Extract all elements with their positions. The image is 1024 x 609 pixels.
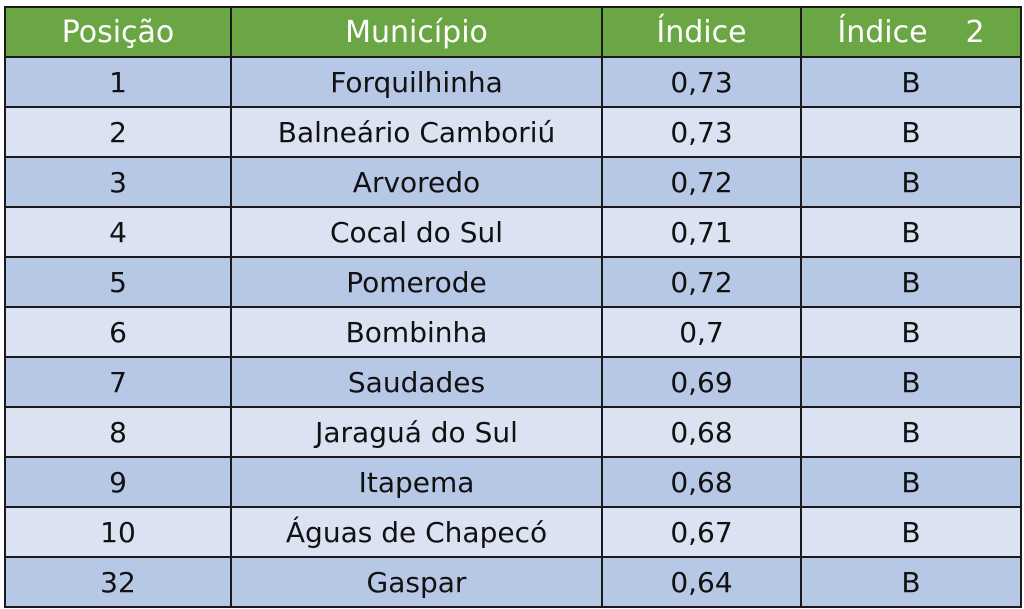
cell-posicao: 10: [4, 506, 232, 558]
header-indice-2-number: 2: [965, 14, 985, 50]
cell-indice: 0,7: [601, 306, 802, 358]
cell-indice: 0,71: [601, 206, 802, 258]
cell-municipio: Jaraguá do Sul: [230, 406, 603, 458]
header-indice-2: Índice 2: [800, 6, 1022, 58]
cell-indice-2: B: [800, 506, 1022, 558]
cell-indice-2: B: [800, 106, 1022, 158]
cell-posicao: 8: [4, 406, 232, 458]
table-row: 4 Cocal do Sul 0,71 B: [4, 206, 1022, 258]
cell-indice-2: B: [800, 256, 1022, 308]
cell-indice: 0,64: [601, 556, 802, 608]
cell-indice: 0,72: [601, 156, 802, 208]
cell-indice-2: B: [800, 556, 1022, 608]
cell-municipio: Águas de Chapecó: [230, 506, 603, 558]
table-row: 3 Arvoredo 0,72 B: [4, 156, 1022, 208]
ranking-table: Posição Município Índice Índice 2 1 Forqui…: [4, 6, 1022, 608]
table-body: 1 Forquilhinha 0,73 B 2 Balneário Camboriú 0,7…: [4, 56, 1022, 608]
cell-municipio: Itapema: [230, 456, 603, 508]
header-indice-2-label: Índice 2: [803, 14, 1019, 50]
header-municipio: Município: [230, 6, 603, 58]
cell-indice: 0,68: [601, 406, 802, 458]
cell-posicao: 32: [4, 556, 232, 608]
table-row: 32 Gaspar 0,64 B: [4, 556, 1022, 608]
cell-posicao: 3: [4, 156, 232, 208]
table-row: 2 Balneário Camboriú 0,73 B: [4, 106, 1022, 158]
table-row: 10 Águas de Chapecó 0,67 B: [4, 506, 1022, 558]
cell-municipio: Arvoredo: [230, 156, 603, 208]
cell-indice-2: B: [800, 456, 1022, 508]
cell-posicao: 1: [4, 56, 232, 108]
cell-posicao: 2: [4, 106, 232, 158]
table-row: 9 Itapema 0,68 B: [4, 456, 1022, 508]
cell-municipio: Cocal do Sul: [230, 206, 603, 258]
cell-posicao: 5: [4, 256, 232, 308]
table-row: 6 Bombinha 0,7 B: [4, 306, 1022, 358]
cell-indice-2: B: [800, 406, 1022, 458]
cell-posicao: 9: [4, 456, 232, 508]
cell-posicao: 7: [4, 356, 232, 408]
header-posicao: Posição: [4, 6, 232, 58]
table-row: 7 Saudades 0,69 B: [4, 356, 1022, 408]
cell-indice: 0,69: [601, 356, 802, 408]
cell-municipio: Forquilhinha: [230, 56, 603, 108]
cell-indice: 0,68: [601, 456, 802, 508]
cell-indice: 0,67: [601, 506, 802, 558]
cell-municipio: Bombinha: [230, 306, 603, 358]
cell-indice-2: B: [800, 206, 1022, 258]
header-row: Posição Município Índice Índice 2: [4, 6, 1022, 58]
cell-municipio: Pomerode: [230, 256, 603, 308]
cell-indice: 0,73: [601, 106, 802, 158]
cell-indice: 0,73: [601, 56, 802, 108]
ranking-table-container: Posição Município Índice Índice 2 1 Forqui…: [4, 6, 1022, 608]
header-indice-2-word: Índice: [837, 14, 928, 50]
table-row: 1 Forquilhinha 0,73 B: [4, 56, 1022, 108]
header-indice: Índice: [601, 6, 802, 58]
cell-municipio: Saudades: [230, 356, 603, 408]
cell-indice-2: B: [800, 56, 1022, 108]
cell-indice-2: B: [800, 356, 1022, 408]
cell-posicao: 6: [4, 306, 232, 358]
cell-indice-2: B: [800, 156, 1022, 208]
table-row: 5 Pomerode 0,72 B: [4, 256, 1022, 308]
table-header: Posição Município Índice Índice 2: [4, 6, 1022, 58]
cell-indice: 0,72: [601, 256, 802, 308]
cell-indice-2: B: [800, 306, 1022, 358]
table-row: 8 Jaraguá do Sul 0,68 B: [4, 406, 1022, 458]
cell-posicao: 4: [4, 206, 232, 258]
cell-municipio: Balneário Camboriú: [230, 106, 603, 158]
cell-municipio: Gaspar: [230, 556, 603, 608]
